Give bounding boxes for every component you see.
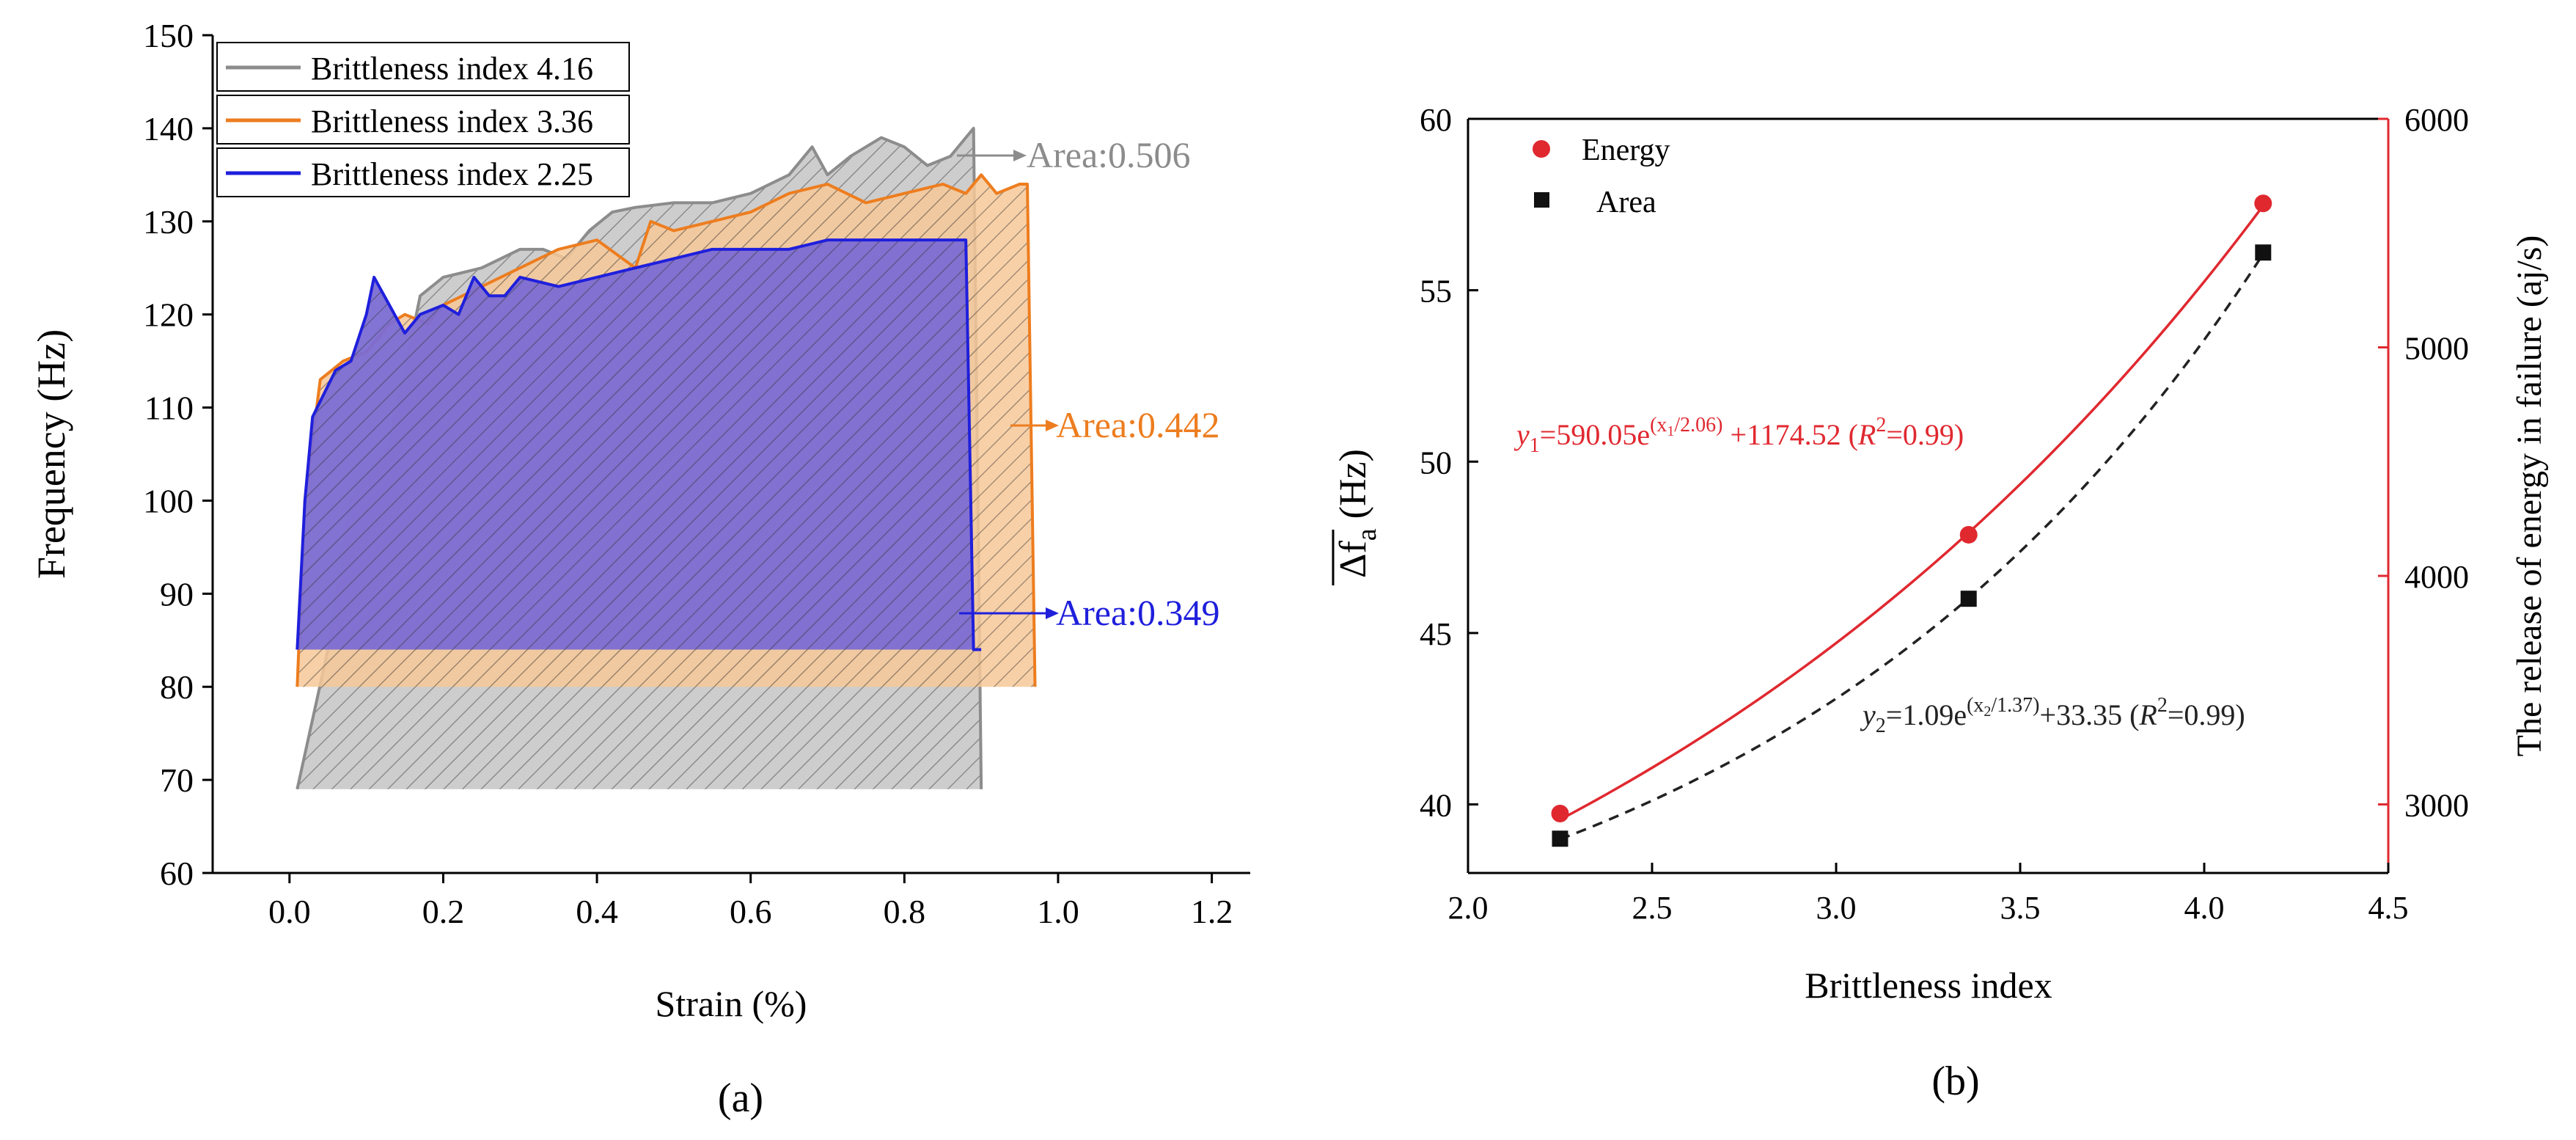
panel-a-x-tick-label: 0.4 — [576, 893, 618, 930]
panel-b-right-axis-title: The release of energy in failure (aj/s) — [2510, 235, 2549, 757]
panel-a-y-tick-label: 90 — [160, 575, 194, 613]
panel-a-label: (a) — [718, 1075, 763, 1121]
marker-area — [1960, 591, 1977, 607]
panel-a-x-tick-label: 0.6 — [730, 893, 772, 930]
panel-b-x-axis-title: Brittleness index — [1805, 965, 2052, 1006]
panel-b-x-tick-label: 2.5 — [1632, 890, 1673, 926]
area-line-brittleness-index-4-16 — [296, 126, 983, 790]
panel-a-x-axis-title: Strain (%) — [656, 983, 807, 1024]
panel-a-y-tick-label: 150 — [143, 17, 194, 54]
panel-b-right-tick-label: 6000 — [2404, 102, 2469, 138]
area-line-brittleness-index-2-25 — [296, 238, 982, 651]
panel-b-left-tick-label: 45 — [1420, 616, 1452, 652]
left-axis-title-unit: (Hz) — [1332, 449, 1374, 528]
panel-a-y-tick-label: 140 — [143, 110, 194, 147]
panel-b-x-tick-label: 3.5 — [2000, 890, 2041, 926]
annotation-area-4-16: Area:0.506 — [1027, 134, 1191, 175]
area-hatch-brittleness-index-2-25 — [297, 240, 982, 650]
panel-a-x-tick-label: 0.0 — [268, 893, 311, 930]
marker-area — [2255, 244, 2272, 261]
legend-entry-box-2 — [216, 95, 630, 145]
panel-b-x-tick-label: 2.0 — [1448, 890, 1489, 926]
panel-b-left-tick-label: 55 — [1420, 274, 1452, 310]
panel-b-left-tick-label: 40 — [1420, 788, 1452, 824]
panel-a-y-tick-label: 110 — [144, 390, 194, 427]
panel-b-left-tick-label: 60 — [1420, 102, 1452, 138]
fit-curve-area — [1559, 253, 2264, 841]
panel-b-right-tick-label: 4000 — [2404, 559, 2469, 595]
panel-b-x-tick-label: 3.0 — [1816, 890, 1857, 926]
panel-a-legend: Brittleness index 4.16 Brittleness index… — [216, 42, 630, 197]
panel-a-y-axis-title: Frequency (Hz) — [29, 329, 73, 579]
legend-marker-area — [1534, 192, 1549, 208]
panel-b-x-tick-label: 4.5 — [2368, 890, 2409, 926]
panel-a-x-ticks: 0.0 0.2 0.4 0.6 0.8 1.0 1.2 — [268, 873, 1233, 930]
annotation-area-3-36: Area:0.442 — [1056, 404, 1220, 445]
panel-b-legend: Energy Area — [1533, 134, 1670, 219]
fit-equation-energy: y1=590.05e(x1/2.06) +1174.52 (R2=0.99) — [1513, 414, 1964, 457]
marker-area — [1552, 830, 1568, 847]
legend-label-4-16: Brittleness index 4.16 — [311, 51, 593, 87]
fit-equation-area: y2=1.09e(x2/1.37)+33.35 (R2=0.99) — [1860, 694, 2245, 737]
panel-a-x-tick-label: 1.0 — [1037, 893, 1079, 930]
panel-a-x-tick-label: 0.2 — [422, 893, 465, 930]
annotation-area-2-25: Area:0.349 — [1056, 592, 1220, 633]
panel-b-x-tick-label: 4.0 — [2184, 890, 2225, 926]
panel-b-right-tick-label: 5000 — [2404, 331, 2469, 367]
panel-a-y-tick-label: 100 — [143, 482, 194, 519]
panel-b-label: (b) — [1931, 1059, 1979, 1104]
panel-a-y-ticks: 60 70 80 90 100 110 120 130 140 150 — [143, 17, 213, 892]
panel-a-y-tick-label: 60 — [160, 855, 194, 892]
left-axis-title-main: Δf — [1332, 541, 1374, 578]
panel-a-y-tick-label: 70 — [160, 761, 194, 799]
left-axis-title-sub: a — [1351, 528, 1382, 541]
legend-label-2-25: Brittleness index 2.25 — [311, 156, 593, 192]
panel-b-x-ticks: 2.0 2.5 3.0 3.5 4.0 4.5 — [1448, 863, 2409, 926]
legend-label-area: Area — [1596, 186, 1656, 219]
panel-a-x-tick-label: 0.8 — [884, 893, 926, 930]
marker-energy — [2254, 194, 2272, 213]
annotation-arrowhead-2-25 — [1046, 607, 1059, 619]
panel-a-x-tick-label: 1.2 — [1191, 893, 1233, 930]
panel-b-fit-curves — [1559, 205, 2264, 841]
annotation-arrowhead-3-36 — [1046, 420, 1059, 431]
legend-label-energy: Energy — [1582, 134, 1670, 167]
panel-a-annotations: Area:0.506 Area:0.442 Area:0.349 — [957, 134, 1220, 633]
panel-b-left-ticks: 40 45 50 55 60 — [1420, 102, 1478, 824]
legend-label-3-36: Brittleness index 3.36 — [311, 103, 593, 139]
panel-a-axes — [211, 35, 1250, 874]
panel-b-markers — [1551, 194, 2272, 847]
panel-b-right-tick-label: 3000 — [2404, 788, 2469, 824]
annotation-arrowhead-4-16 — [1013, 150, 1027, 161]
panel-b-chart: 2.0 2.5 3.0 3.5 4.0 4.5 40 45 50 55 60 3000 4000 50… — [1332, 102, 2549, 1104]
marker-energy — [1551, 805, 1569, 823]
panel-a-y-tick-label: 80 — [160, 668, 194, 706]
panel-b-right-ticks: 3000 4000 5000 6000 — [2378, 102, 2469, 824]
panel-a-areas — [296, 126, 1037, 790]
marker-energy — [1959, 525, 1978, 544]
panel-a-y-tick-label: 130 — [143, 203, 194, 241]
panel-b-left-tick-label: 50 — [1420, 445, 1452, 481]
panel-a-chart: 0.0 0.2 0.4 0.6 0.8 1.0 1.2 60 70 80 90 100 110 120 1… — [29, 17, 1250, 1121]
panel-a-y-tick-label: 120 — [143, 296, 194, 334]
fit-curve-energy — [1559, 205, 2264, 821]
svg-text:Δfa (Hz): Δfa (Hz) — [1332, 449, 1382, 578]
panel-b-left-axis-title: Δfa (Hz) — [1332, 449, 1382, 585]
legend-marker-energy — [1533, 140, 1550, 158]
panel-b-axes — [1467, 117, 2390, 874]
